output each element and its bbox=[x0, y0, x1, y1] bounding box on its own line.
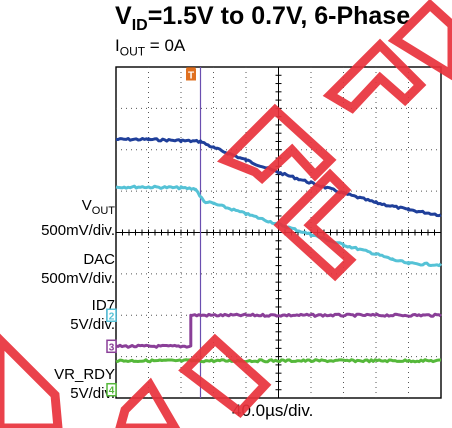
trigger-label: T bbox=[188, 71, 194, 82]
watermark-stroke bbox=[0, 333, 63, 428]
channel-label-vr-rdy: VR_RDY 5V/div. bbox=[54, 366, 115, 402]
channel-label-vout: VOUT 500mV/div. bbox=[41, 197, 115, 239]
chart-title: VID=1.5V to 0.7V, 6-Phase bbox=[115, 2, 411, 34]
trace-vout bbox=[115, 137, 442, 218]
marker-box bbox=[106, 339, 117, 354]
marker-box bbox=[106, 382, 117, 397]
watermark-stroke bbox=[115, 377, 181, 428]
trigger-box bbox=[186, 68, 196, 81]
marker-label: 2 bbox=[109, 311, 115, 322]
watermark-stroke bbox=[216, 103, 337, 185]
watermark-stroke bbox=[387, 0, 452, 81]
x-axis-label: 40.0µs/div. bbox=[232, 401, 314, 420]
watermark-stroke bbox=[273, 168, 357, 282]
watermark-stroke bbox=[322, 38, 427, 114]
marker-label: 3 bbox=[109, 342, 115, 353]
marker-label: 4 bbox=[109, 386, 115, 397]
watermark-stroke bbox=[178, 333, 272, 419]
scope-grid bbox=[115, 66, 442, 399]
channel-label-dac: DAC 500mV/div. bbox=[41, 251, 115, 287]
trace-id7 bbox=[115, 312, 442, 349]
channel-marker-3: 3 bbox=[106, 339, 117, 354]
channel-markers: 1234T bbox=[106, 67, 196, 397]
channel-marker-4: 4 bbox=[106, 382, 117, 397]
chart-subtitle: IOUT = 0A bbox=[115, 36, 186, 59]
channel-marker-2: 2 bbox=[106, 308, 117, 322]
marker-box bbox=[106, 308, 117, 322]
trigger-marker: T bbox=[186, 67, 196, 82]
trace-vr-rdy bbox=[115, 358, 441, 364]
